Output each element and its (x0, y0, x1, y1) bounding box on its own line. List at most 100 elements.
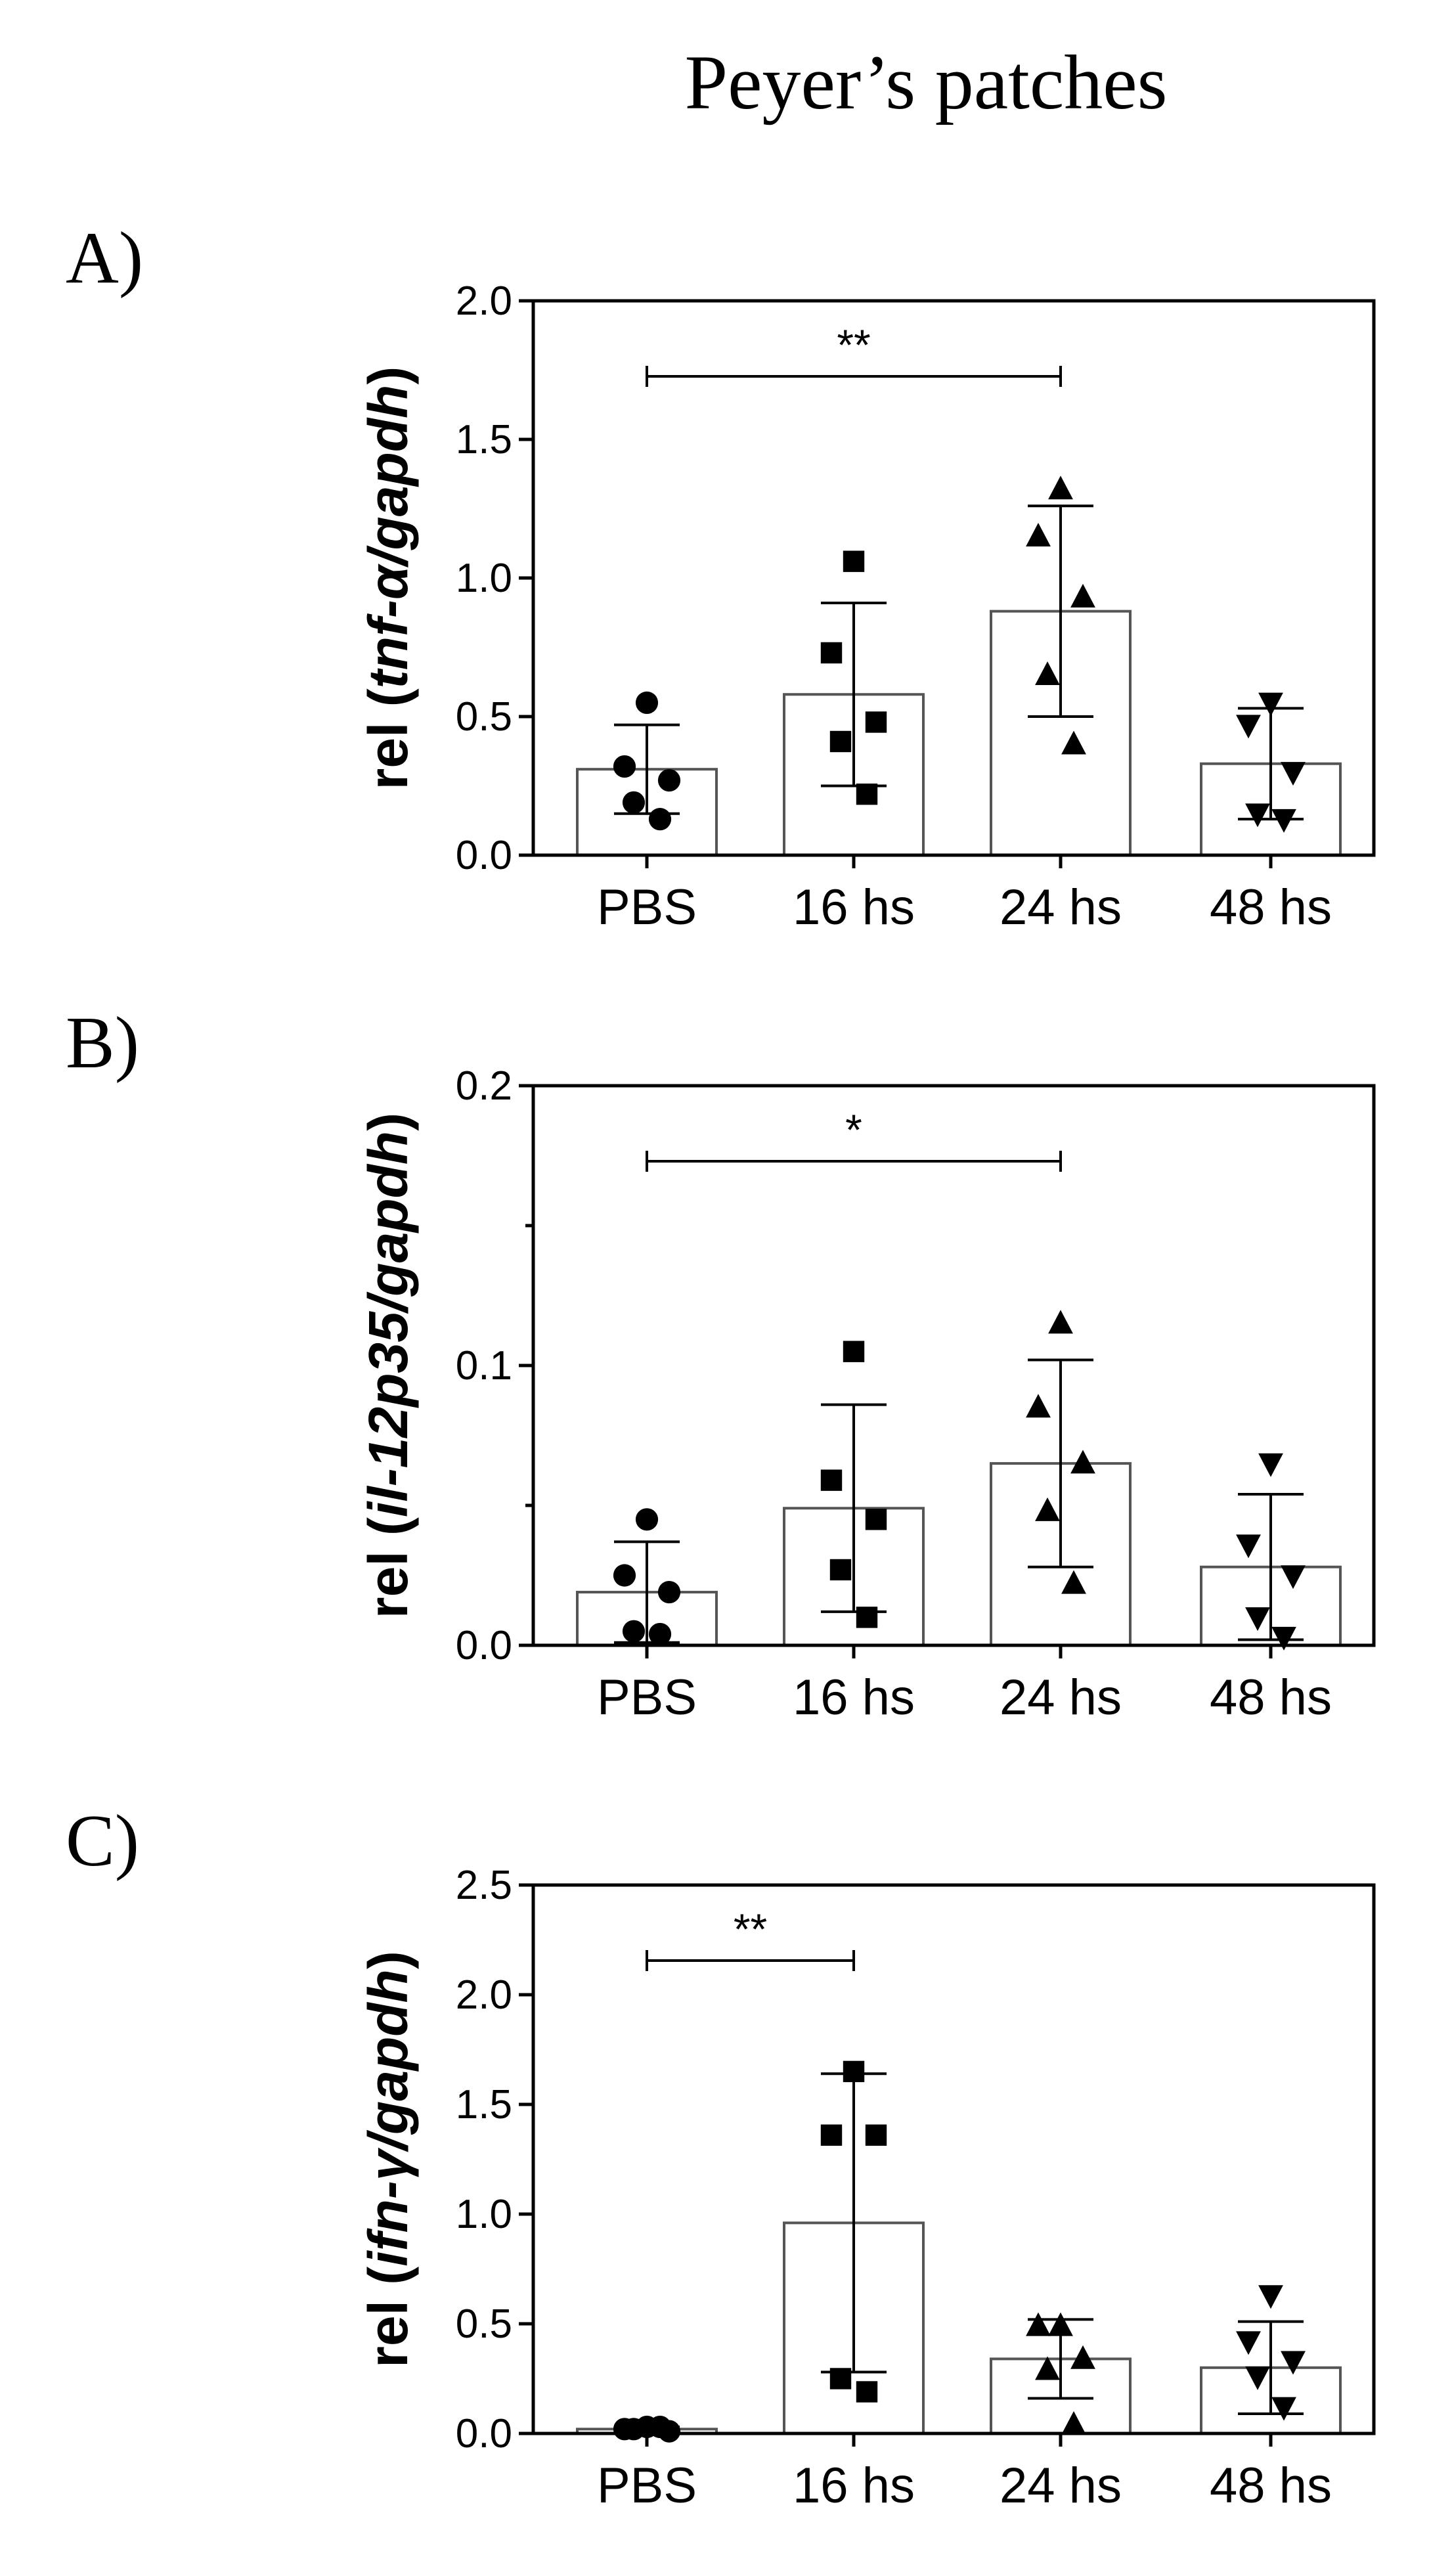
plot-frame (531, 1883, 1376, 2435)
error-bar (1028, 504, 1093, 718)
data-point (1070, 583, 1095, 608)
data-point (1245, 803, 1270, 828)
data-point (635, 691, 659, 714)
data-point (622, 791, 646, 814)
data-point (1035, 661, 1060, 685)
y-tick-label: 0.2 (456, 1063, 512, 1109)
panels: A) 0.0 0.5 1.0 1.5 2.0 PBS 16 hs 24 hs 48 hs rel (… (66, 217, 1376, 2514)
y-tick-label: 1.0 (456, 2192, 512, 2237)
y-tick-label: 0.1 (456, 1343, 512, 1388)
data-point (622, 1620, 646, 1643)
panel-letter: B) (66, 1002, 139, 1084)
significance-label: * (845, 1105, 862, 1154)
data-point (1236, 715, 1261, 739)
significance-label: ** (734, 1905, 767, 1953)
data-point (829, 1559, 852, 1581)
data-point (1281, 2351, 1306, 2375)
x-tick-label: 48 hs (1210, 2458, 1332, 2514)
figure-title: Peyer’s patches (684, 39, 1167, 125)
data-point (613, 755, 636, 778)
data-point (1070, 2345, 1095, 2369)
y-tick-label: 0.0 (456, 833, 512, 878)
panel-3: C) 0.0 0.5 1.0 1.5 2.0 2.5 PBS 16 hs 24 hs 48 hs re… (66, 1800, 1376, 2514)
x-tick-label: PBS (597, 2458, 697, 2514)
data-point (648, 1622, 672, 1646)
data-point (1061, 1570, 1086, 1594)
data-point (829, 2368, 852, 2389)
data-point (657, 1580, 681, 1604)
data-point (1271, 1626, 1296, 1651)
data-point (613, 1564, 636, 1587)
data-point (635, 1508, 659, 1531)
data-point (657, 768, 681, 792)
y-axis-label: rel (il-12p35/gapdh) (357, 1113, 419, 1618)
significance-bracket: ** (646, 1905, 855, 1971)
data-point (1258, 1453, 1283, 1477)
data-point (1026, 2312, 1051, 2336)
data-point (1048, 476, 1073, 500)
data-point (1236, 2331, 1261, 2355)
y-axis-label: rel (tnf-α/gapdh) (357, 366, 419, 790)
data-point (856, 783, 878, 805)
x-tick-label: PBS (597, 879, 697, 935)
x-tick-label: 24 hs (1000, 2458, 1122, 2514)
data-point (829, 730, 852, 753)
panel-letter: A) (66, 217, 143, 299)
plot-frame (531, 1084, 1376, 1647)
data-point (820, 1469, 843, 1491)
data-point (622, 2418, 646, 2441)
panel-2: B) 0.0 0.1 0.2 PBS 16 hs 24 hs 48 hs rel (il-12p… (66, 1002, 1376, 1725)
data-point (843, 2060, 865, 2083)
data-point (865, 2124, 887, 2146)
data-point (843, 1341, 865, 1362)
panel-letter: C) (66, 1800, 139, 1882)
significance-label: ** (837, 321, 870, 369)
data-point (865, 711, 887, 733)
data-point (856, 2381, 878, 2403)
y-tick-label: 1.5 (456, 2082, 512, 2127)
data-point (1026, 1394, 1051, 1418)
x-tick-label: 48 hs (1210, 879, 1332, 935)
y-tick-label: 2.5 (456, 1863, 512, 1908)
y-tick-label: 1.0 (456, 556, 512, 601)
y-tick-label: 0.0 (456, 2411, 512, 2456)
error-bar (1238, 2320, 1304, 2415)
y-tick-label: 0.0 (456, 1623, 512, 1668)
data-point (1271, 2397, 1296, 2421)
x-tick-label: 16 hs (793, 879, 915, 935)
data-point (1236, 1534, 1261, 1559)
y-tick-label: 0.5 (456, 2301, 512, 2347)
data-point (865, 1509, 887, 1530)
data-point (820, 642, 843, 664)
error-bar (1238, 1492, 1304, 1641)
significance-bracket: ** (646, 321, 1062, 387)
data-point (1281, 762, 1306, 786)
data-point (1035, 2356, 1060, 2380)
data-point (1061, 730, 1086, 755)
error-bar (1028, 1358, 1093, 1568)
data-point (1281, 1565, 1306, 1589)
data-point (856, 1607, 878, 1628)
data-point (648, 808, 672, 831)
y-tick-label: 0.5 (456, 694, 512, 740)
data-point (1026, 523, 1051, 546)
significance-bracket: * (646, 1105, 1062, 1172)
error-bar (614, 1540, 680, 1644)
panel-1: A) 0.0 0.5 1.0 1.5 2.0 PBS 16 hs 24 hs 48 hs rel (… (66, 217, 1376, 935)
data-point (1245, 1607, 1270, 1632)
x-tick-label: 48 hs (1210, 1670, 1332, 1725)
y-tick-label: 2.0 (456, 278, 512, 324)
data-point (1271, 809, 1296, 833)
y-tick-label: 1.5 (456, 417, 512, 462)
x-tick-label: 24 hs (1000, 1670, 1122, 1725)
x-tick-label: 16 hs (793, 1670, 915, 1725)
x-tick-label: 16 hs (793, 2458, 915, 2514)
data-point (1048, 1310, 1073, 1334)
data-point (1048, 2312, 1073, 2336)
data-point (1258, 692, 1283, 717)
data-point (1258, 2285, 1283, 2309)
y-tick-label: 2.0 (456, 1972, 512, 2018)
data-point (1070, 1450, 1095, 1474)
data-point (1061, 2410, 1086, 2435)
